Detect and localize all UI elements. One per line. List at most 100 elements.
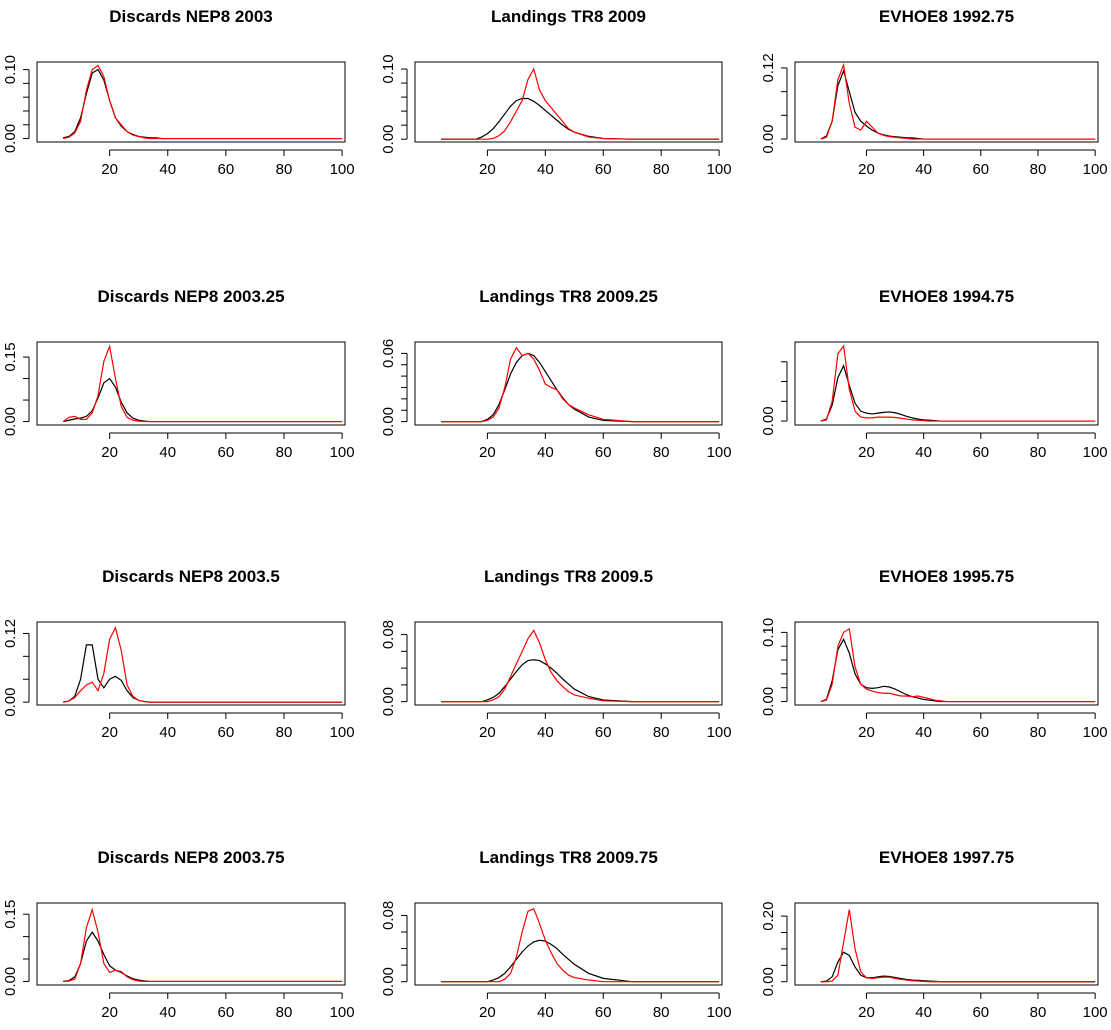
series-line <box>441 629 720 703</box>
x-tick-label: 20 <box>101 724 118 741</box>
y-tick-label: 0.00 <box>380 687 397 716</box>
y-tick-label: 0.06 <box>380 339 397 368</box>
x-tick-label: 40 <box>915 444 932 461</box>
chart-title: EVHOE8 1994.75 <box>879 287 1014 306</box>
plot-frame <box>794 902 1099 986</box>
series-line <box>441 908 720 983</box>
plot-frame <box>414 61 723 143</box>
x-tick-label: 40 <box>915 1004 932 1021</box>
y-tick-label: 0.08 <box>380 901 397 930</box>
x-tick-label: 80 <box>1030 1004 1047 1021</box>
series-line <box>63 626 343 703</box>
x-tick-label: 80 <box>1030 724 1047 741</box>
x-tick-label: 80 <box>653 1004 670 1021</box>
y-tick-label: 0.15 <box>2 342 19 371</box>
chart-title: Landings TR8 2009 <box>491 7 646 26</box>
x-tick-label: 80 <box>653 161 670 178</box>
series-line <box>820 62 1096 140</box>
plot-frame <box>414 341 723 426</box>
chart-title: EVHOE8 1997.75 <box>879 848 1014 867</box>
x-tick-label: 100 <box>330 1004 355 1021</box>
series-line <box>820 344 1096 422</box>
x-tick-label: 60 <box>218 1004 235 1021</box>
x-tick-label: 20 <box>101 161 118 178</box>
y-tick-label: 0.00 <box>2 688 19 717</box>
x-tick-label: 60 <box>595 724 612 741</box>
x-tick-label: 60 <box>595 161 612 178</box>
chart-title: Landings TR8 2009.5 <box>484 567 653 586</box>
x-tick-label: 20 <box>479 1004 496 1021</box>
x-tick-label: 40 <box>159 444 176 461</box>
x-tick-label: 100 <box>330 724 355 741</box>
series-line <box>441 939 720 983</box>
series-line <box>820 364 1096 422</box>
y-tick-label: 0.00 <box>2 124 19 153</box>
plot-frame <box>36 61 346 143</box>
chart-title: Landings TR8 2009.25 <box>479 287 658 306</box>
y-tick-label: 0.00 <box>760 124 777 153</box>
y-tick-label: 0.00 <box>380 125 397 154</box>
series-line <box>63 377 343 423</box>
y-tick-label: 0.00 <box>760 687 777 716</box>
x-tick-label: 100 <box>330 161 355 178</box>
x-tick-label: 80 <box>276 724 293 741</box>
series-line <box>63 64 343 140</box>
x-tick-label: 40 <box>537 724 554 741</box>
x-tick-label: 20 <box>101 444 118 461</box>
x-tick-label: 80 <box>1030 444 1047 461</box>
y-tick-label: 0.00 <box>380 967 397 996</box>
y-tick-label: 0.15 <box>2 900 19 929</box>
plot-frame <box>414 621 723 706</box>
x-tick-label: 100 <box>707 161 732 178</box>
y-tick-label: 0.12 <box>2 619 19 648</box>
x-tick-label: 20 <box>858 724 875 741</box>
x-tick-label: 80 <box>653 724 670 741</box>
x-tick-label: 40 <box>159 161 176 178</box>
series-line <box>63 931 343 983</box>
plot-frame <box>414 902 723 986</box>
y-tick-label: 0.12 <box>760 53 777 82</box>
y-tick-label: 0.10 <box>2 55 19 84</box>
chart-title: EVHOE8 1992.75 <box>879 7 1014 26</box>
series-line <box>441 659 720 703</box>
x-tick-label: 100 <box>1083 724 1108 741</box>
plot-frame <box>36 341 346 426</box>
x-tick-label: 100 <box>330 444 355 461</box>
plot-frame <box>794 341 1099 426</box>
x-tick-label: 20 <box>858 444 875 461</box>
x-tick-label: 20 <box>479 161 496 178</box>
y-tick-label: 0.20 <box>760 902 777 931</box>
chart-title: Discards NEP8 2003 <box>109 7 273 26</box>
series-line <box>441 67 720 140</box>
x-tick-label: 40 <box>915 161 932 178</box>
series-line <box>62 344 343 423</box>
y-tick-label: 0.00 <box>2 967 19 996</box>
x-tick-label: 100 <box>707 444 732 461</box>
x-tick-label: 60 <box>972 444 989 461</box>
x-tick-label: 60 <box>595 1004 612 1021</box>
x-tick-label: 80 <box>276 161 293 178</box>
x-tick-label: 80 <box>653 444 670 461</box>
series-line <box>820 951 1096 983</box>
x-tick-label: 40 <box>537 444 554 461</box>
x-tick-label: 60 <box>218 444 235 461</box>
x-tick-label: 20 <box>479 724 496 741</box>
chart-title: Discards NEP8 2003.5 <box>102 567 280 586</box>
x-tick-label: 100 <box>1083 161 1108 178</box>
y-tick-label: 0.00 <box>760 967 777 996</box>
x-tick-label: 60 <box>218 724 235 741</box>
series-line <box>820 909 1096 983</box>
y-tick-label: 0.08 <box>380 620 397 649</box>
x-tick-label: 100 <box>1083 444 1108 461</box>
series-line <box>441 97 720 140</box>
x-tick-label: 40 <box>159 724 176 741</box>
x-tick-label: 60 <box>595 444 612 461</box>
x-tick-label: 40 <box>537 1004 554 1021</box>
x-tick-label: 80 <box>1030 161 1047 178</box>
series-line <box>63 907 343 983</box>
x-tick-label: 40 <box>159 1004 176 1021</box>
chart-title: Discards NEP8 2003.25 <box>97 287 284 306</box>
plot-frame <box>36 902 346 986</box>
y-tick-label: 0.10 <box>760 618 777 647</box>
x-tick-label: 60 <box>218 161 235 178</box>
